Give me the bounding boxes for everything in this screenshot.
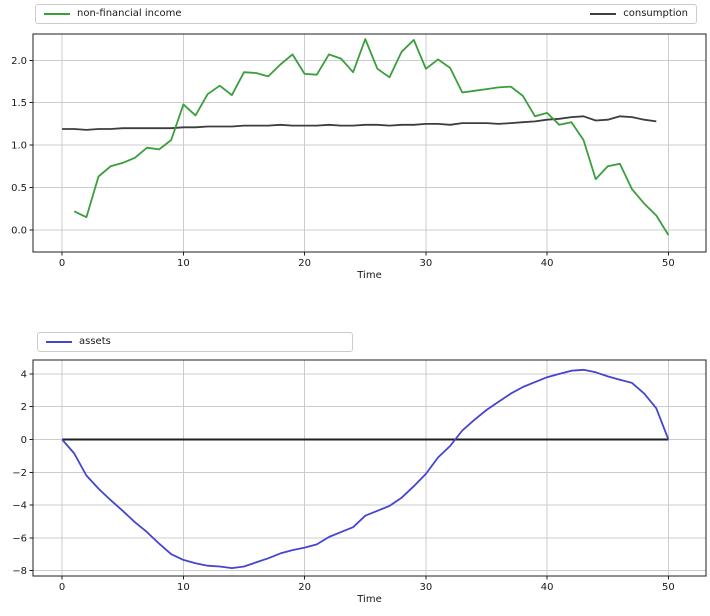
x-axis-label: Time xyxy=(356,270,381,281)
legend-entry-consumption: consumption xyxy=(590,9,688,19)
assets-line-swatch-icon xyxy=(46,341,72,343)
bottom-chart: 0 10 20 30 40 50 −8 −6 −4 −2 0 2 4 Time xyxy=(12,359,707,605)
tick-marks xyxy=(29,59,669,256)
y-tick-label: 0.0 xyxy=(11,225,27,236)
x-tick-label: 20 xyxy=(298,258,311,269)
x-tick-label: 50 xyxy=(662,258,675,269)
x-tick-label: 40 xyxy=(541,258,554,269)
x-tick-label: 30 xyxy=(420,258,433,269)
x-tick-label: 30 xyxy=(420,582,433,593)
consumption-line-swatch-icon xyxy=(590,13,617,15)
legend-label-consumption: consumption xyxy=(623,8,688,19)
y-tick-label: −2 xyxy=(12,468,27,479)
bottom-chart-legend: assets xyxy=(37,332,353,352)
non-financial-income-line xyxy=(73,38,670,236)
gridlines xyxy=(33,360,706,576)
x-tick-label: 20 xyxy=(298,582,311,593)
y-tick-label: −8 xyxy=(12,566,27,577)
x-tick-label: 40 xyxy=(541,582,554,593)
top-chart-legend: non-financial income consumption xyxy=(35,4,697,24)
legend-label-assets: assets xyxy=(79,336,111,347)
legend-entry-non-financial-income: non-financial income xyxy=(44,9,182,19)
y-tick-label: 0 xyxy=(21,435,27,446)
x-tick-label: 10 xyxy=(177,582,190,593)
tick-marks xyxy=(29,373,669,580)
y-tick-label: 1.0 xyxy=(11,141,27,152)
y-tick-label: −4 xyxy=(12,501,27,512)
assets-line xyxy=(61,368,670,569)
y-tick-label: 2.0 xyxy=(11,56,27,67)
y-tick-label: 1.5 xyxy=(11,98,27,109)
consumption-line xyxy=(62,115,657,131)
top-chart: 0 10 20 30 40 50 0.0 0.5 1.0 1.5 2.0 Time xyxy=(11,33,707,281)
x-axis-label: Time xyxy=(356,594,381,605)
income-line-swatch-icon xyxy=(44,13,70,15)
y-tick-label: 2 xyxy=(21,402,27,413)
x-tick-label: 0 xyxy=(59,582,65,593)
y-tick-label: 4 xyxy=(21,369,27,380)
x-tick-label: 10 xyxy=(177,258,190,269)
axes-frame xyxy=(32,359,707,577)
x-tick-label: 0 xyxy=(59,258,65,269)
x-tick-label: 50 xyxy=(662,582,675,593)
gridlines xyxy=(33,34,706,252)
y-tick-label: −6 xyxy=(12,533,27,544)
y-tick-label: 0.5 xyxy=(11,183,27,194)
legend-entry-assets: assets xyxy=(46,337,111,347)
tick-labels: 0 10 20 30 40 50 0.0 0.5 1.0 1.5 2.0 xyxy=(11,56,675,269)
axes-frame xyxy=(32,33,707,253)
legend-label-non-financial-income: non-financial income xyxy=(77,8,182,19)
tick-labels: 0 10 20 30 40 50 −8 −6 −4 −2 0 2 4 xyxy=(12,369,675,593)
